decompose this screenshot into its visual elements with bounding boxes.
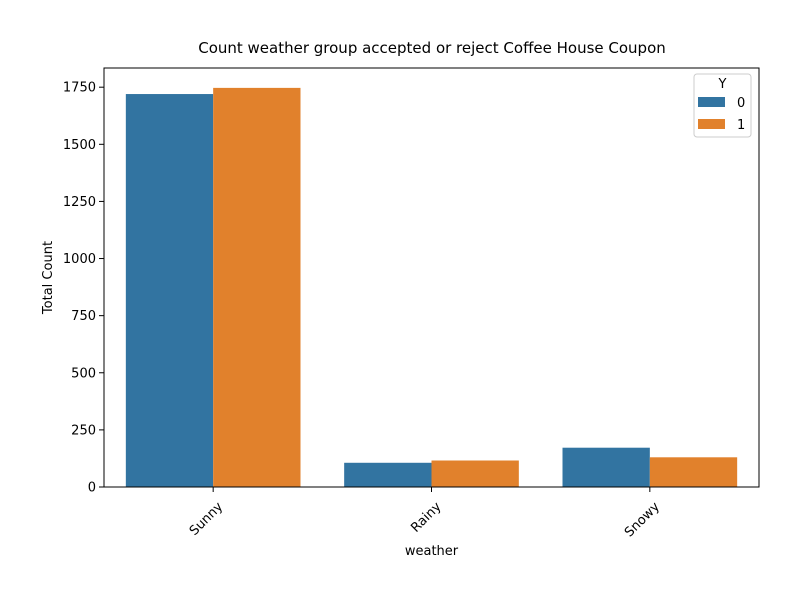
chart-title: Count weather group accepted or reject C… bbox=[198, 39, 666, 57]
y-axis: 0 250 500 750 1000 1250 1500 1750 bbox=[63, 81, 104, 496]
y-axis-label: Total Count bbox=[41, 241, 56, 315]
y-tick-label: 750 bbox=[71, 309, 96, 324]
bars bbox=[125, 87, 738, 488]
x-tick-label: Sunny bbox=[187, 499, 227, 539]
bar-snowy-0 bbox=[562, 447, 650, 487]
y-tick-label: 500 bbox=[71, 366, 96, 381]
legend-label: 0 bbox=[737, 96, 745, 111]
legend: Y0 1 bbox=[693, 73, 752, 138]
y-tick-label: 250 bbox=[71, 423, 96, 438]
bar-snowy-1 bbox=[649, 457, 738, 487]
bar-sunny-1 bbox=[213, 87, 301, 488]
bar-sunny-0 bbox=[125, 94, 214, 487]
y-tick-label: 1000 bbox=[63, 252, 96, 267]
y-tick-label: 1250 bbox=[63, 195, 96, 210]
x-axis-label: weather bbox=[405, 544, 459, 559]
x-tick-label: Snowy bbox=[622, 499, 663, 540]
legend-title: Y bbox=[718, 77, 727, 92]
y-tick-label: 1500 bbox=[63, 138, 96, 153]
bar-rainy-1 bbox=[431, 460, 519, 487]
x-tick-label: Rainy bbox=[408, 499, 444, 535]
bar-rainy-0 bbox=[344, 462, 432, 487]
legend-swatch-1 bbox=[698, 119, 725, 129]
plot-frame bbox=[103, 67, 760, 488]
x-axis: Sunny Rainy Snowy bbox=[187, 487, 663, 540]
y-tick-label: 0 bbox=[88, 481, 96, 496]
legend-swatch-0 bbox=[698, 97, 725, 107]
y-tick-label: 1750 bbox=[63, 81, 96, 96]
legend-label: 1 bbox=[737, 118, 745, 133]
